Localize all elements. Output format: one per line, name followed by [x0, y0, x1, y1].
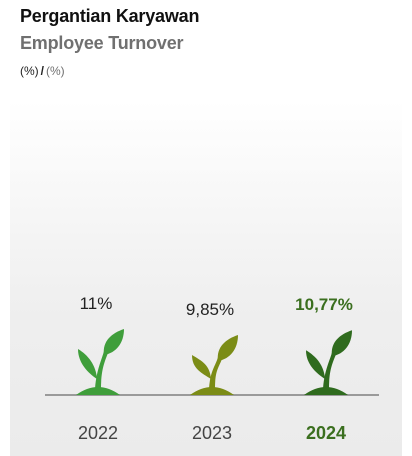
sprout-leaf-left — [192, 355, 211, 379]
sprout-stem — [209, 357, 222, 389]
sprout-mound — [76, 387, 120, 395]
sprout-mark-2022 — [76, 329, 124, 395]
category-label-2023: 2023 — [192, 423, 232, 443]
sprout-leaf-left — [306, 350, 325, 379]
sprout-stem — [95, 351, 108, 389]
chart-marks: 11% 2022 9,85% 2023 10,77% 2024 — [76, 294, 353, 443]
unit-id: (%) — [20, 64, 39, 78]
sprout-mound — [304, 387, 348, 395]
chart-subtitle: Employee Turnover — [20, 33, 184, 53]
value-label-2022: 11% — [80, 294, 113, 313]
unit-separator: / — [40, 64, 45, 78]
sprout-leaf-left — [78, 349, 97, 379]
value-label-2023: 9,85% — [186, 300, 234, 319]
sprout-mound — [190, 387, 234, 395]
chart-title: Pergantian Karyawan — [20, 6, 200, 26]
sprout-leaf-right — [217, 335, 238, 361]
value-label-2024: 10,77% — [295, 295, 353, 314]
category-label-2022: 2022 — [78, 423, 118, 443]
category-label-2024: 2024 — [306, 423, 346, 443]
sprout-stem — [323, 352, 336, 389]
sprout-mark-2023 — [190, 335, 238, 395]
sprout-leaf-right — [331, 330, 352, 357]
sprout-mark-2024 — [304, 330, 352, 395]
chart-card — [10, 0, 402, 456]
unit-en: (%) — [46, 64, 65, 78]
unit-label: (%) / (%) — [20, 64, 65, 78]
sprout-leaf-right — [103, 329, 124, 355]
